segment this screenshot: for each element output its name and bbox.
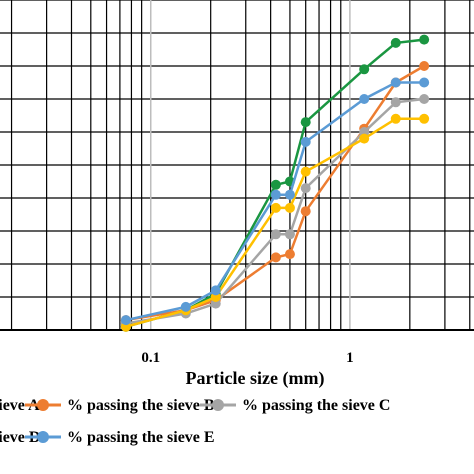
data-point <box>270 179 281 190</box>
data-point <box>270 229 281 240</box>
data-point <box>419 113 430 124</box>
data-point <box>180 301 191 312</box>
data-point <box>120 315 131 326</box>
data-point <box>300 136 311 147</box>
data-point <box>210 285 221 296</box>
data-point <box>390 37 401 48</box>
legend-label: % passing the sieve A <box>0 397 40 414</box>
x-tick-labels: 0.1 1 <box>141 350 353 366</box>
legend-entry: % passing the sieve E <box>25 429 215 446</box>
legend: % passing the sieve A % passing the sieve… <box>0 397 390 446</box>
legend-entry: % passing the sieve C <box>200 397 390 414</box>
data-point <box>419 77 430 88</box>
data-point <box>390 97 401 108</box>
legend-swatch-marker <box>37 399 49 411</box>
series-4 <box>120 113 430 332</box>
x-tick-label: 1 <box>346 350 354 366</box>
data-point <box>359 133 370 144</box>
data-point <box>284 249 295 260</box>
data-point <box>300 206 311 217</box>
data-point <box>300 117 311 128</box>
legend-label: % passing the sieve D <box>0 429 40 446</box>
data-point <box>270 189 281 200</box>
legend-label: % passing the sieve E <box>67 429 215 446</box>
data-point <box>419 94 430 104</box>
series-lines <box>120 34 430 332</box>
legend-entry: % passing the sieve A <box>0 397 40 414</box>
data-point <box>419 34 430 45</box>
grid-lines <box>0 0 474 331</box>
series-5 <box>120 77 430 326</box>
data-point <box>284 229 295 240</box>
legend-label: % passing the sieve B <box>67 397 215 414</box>
data-point <box>284 202 295 213</box>
data-point <box>300 183 311 194</box>
series-1 <box>120 34 430 332</box>
data-point <box>284 189 295 200</box>
x-axis-title: Particle size (mm) <box>186 368 325 389</box>
data-point <box>270 252 281 263</box>
data-point <box>390 113 401 124</box>
data-point <box>359 94 370 104</box>
series-line <box>125 117 425 328</box>
legend-swatch-marker <box>37 431 49 443</box>
data-point <box>419 61 430 71</box>
legend-entry: % passing the sieve B <box>25 397 215 414</box>
legend-swatch-marker <box>212 399 224 411</box>
legend-entry: % passing the sieve D <box>0 429 40 446</box>
data-point <box>390 77 401 88</box>
legend-label: % passing the sieve C <box>242 397 390 414</box>
data-point <box>359 64 370 75</box>
data-point <box>300 166 311 177</box>
x-tick-label: 0.1 <box>141 350 160 366</box>
data-point <box>270 202 281 213</box>
